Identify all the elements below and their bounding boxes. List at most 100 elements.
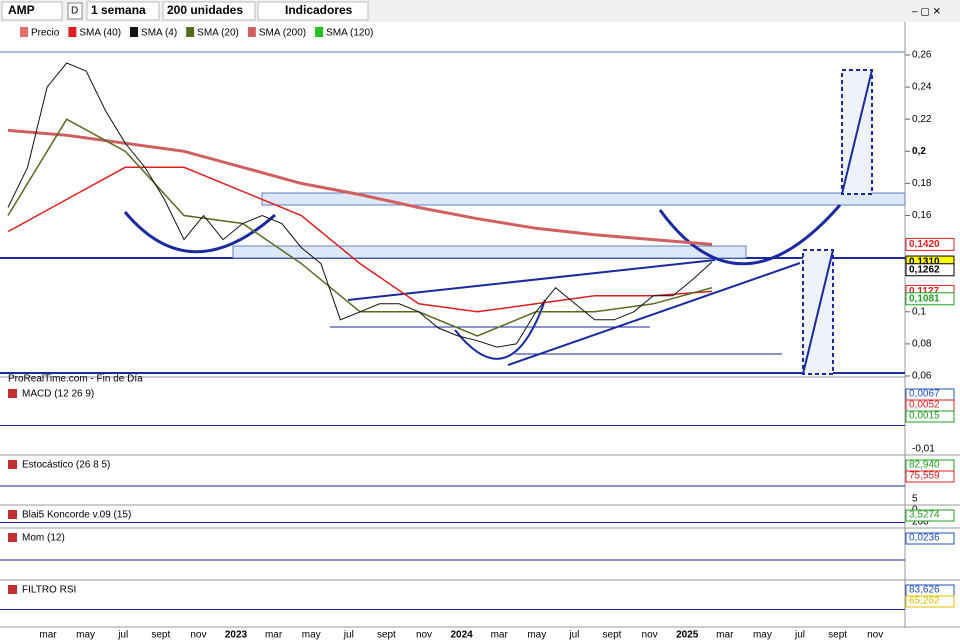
period-code: D	[71, 6, 78, 17]
y-tick-label: 0,06	[912, 371, 932, 382]
panel-tag	[905, 595, 955, 608]
x-tick-label: nov	[416, 630, 432, 641]
source: ProRealTime.com - Fin de Día	[8, 374, 143, 385]
symbol: AMP	[8, 3, 35, 17]
price-tag-label: 0,1420	[909, 239, 940, 250]
timeframe-box[interactable]	[86, 1, 160, 21]
y-tick-label: 0,1	[912, 306, 926, 317]
y-tick-label: 0,24	[912, 82, 932, 93]
panel-title: Estocástico (26 8 5)	[22, 460, 110, 471]
price-tag	[905, 237, 955, 251]
legend-swatch	[68, 27, 77, 37]
indicators: Indicadores	[285, 3, 353, 17]
price-tag-label: 0,1262	[909, 264, 940, 275]
panel-icon	[8, 389, 17, 398]
drawn-line	[347, 259, 716, 301]
panel-icon	[8, 460, 17, 469]
panel-icon	[8, 533, 17, 542]
x-tick-label: jul	[343, 630, 354, 641]
panel-axis-label: 5	[912, 494, 918, 505]
panel-tag	[905, 509, 955, 522]
legend-swatch	[20, 27, 28, 37]
x-tick-label: sept	[828, 630, 847, 641]
period-button[interactable]	[67, 2, 83, 20]
panel-tag-label: 0,0067	[909, 389, 940, 400]
price-tag-label: 0,1127	[909, 286, 939, 297]
x-tick-label: may	[753, 630, 772, 641]
x-tick-label: 2025	[676, 630, 699, 641]
sma200-line	[7, 128, 713, 246]
timeframe: 1 semana	[91, 3, 146, 17]
x-tick-label: mar	[716, 630, 734, 641]
y-tick-label: 0,08	[912, 339, 932, 350]
x-tick-label: sept	[377, 630, 396, 641]
x-tick-label: nov	[642, 630, 658, 641]
legend-swatch	[186, 27, 195, 37]
price-tag	[905, 292, 955, 306]
legend-label: SMA (200)	[259, 28, 306, 39]
legend-swatch	[315, 27, 324, 37]
zone	[232, 245, 747, 259]
price-tag-label: 0,1310	[909, 257, 940, 268]
y-tick-label: 0,18	[912, 178, 932, 189]
panel-icon	[8, 585, 17, 594]
y-tick-label: 0,2	[912, 146, 926, 157]
drawn-line	[841, 69, 873, 195]
panel-tag	[905, 470, 955, 483]
x-tick-label: mar	[265, 630, 283, 641]
panel-title: Mom (12)	[22, 533, 65, 544]
legend-swatch	[247, 27, 256, 37]
panel-tag-label: 0,0015	[909, 411, 940, 422]
x-tick-label: sept	[603, 630, 622, 641]
panel-title: Blai5 Koncorde v.09 (15)	[22, 510, 131, 521]
legend-swatch	[130, 27, 139, 37]
drawn-line	[802, 249, 834, 375]
drawn-arc	[454, 299, 546, 360]
drawn-line	[507, 262, 801, 366]
x-tick-label: sept	[151, 630, 170, 641]
x-tick-label: mar	[491, 630, 509, 641]
x-tick-label: may	[302, 630, 321, 641]
x-tick-label: 2024	[450, 630, 473, 641]
window-buttons[interactable]: – ▢ ✕	[912, 7, 941, 18]
sma20-line	[7, 118, 713, 337]
x-tick-label: 2023	[225, 630, 248, 641]
indicators-box[interactable]	[257, 1, 369, 21]
panel-axis-label: 200	[912, 517, 929, 528]
price-tag	[905, 263, 955, 277]
price-line	[7, 62, 713, 348]
y-tick-label: 0,22	[912, 114, 932, 125]
panel-title: FILTRO RSI	[22, 585, 76, 596]
panel-tag-label: 75,559	[909, 471, 940, 482]
x-tick-label: may	[76, 630, 95, 641]
x-tick-label: jul	[568, 630, 579, 641]
panel-tag	[905, 410, 955, 423]
panel-tag-label: 3,5274	[909, 510, 940, 521]
x-tick-label: jul	[117, 630, 128, 641]
panel-axis-label: -0,01	[912, 444, 935, 455]
legend-label: SMA (120)	[326, 28, 373, 39]
price-tag-label: 0,1081	[909, 293, 940, 304]
symbol-box[interactable]	[1, 1, 63, 21]
panel-tag-label: 0,0052	[909, 400, 940, 411]
legend-label: SMA (20)	[197, 28, 239, 39]
drawn-arc	[658, 204, 842, 266]
panel-tag-label: 82,940	[909, 460, 940, 471]
panel-tag	[905, 532, 955, 545]
panel-title: MACD (12 26 9)	[22, 389, 94, 400]
x-tick-label: mar	[39, 630, 57, 641]
legend-label: SMA (40)	[79, 28, 121, 39]
y-tick-label: 0,16	[912, 210, 932, 221]
sma40-line	[7, 166, 713, 313]
legend-label: SMA (4)	[141, 28, 177, 39]
legend-label: Precio	[31, 28, 60, 39]
x-tick-label: may	[527, 630, 546, 641]
panel-tag-label: 0,0236	[909, 533, 940, 544]
panel-tag-label: 83,626	[909, 585, 940, 596]
units-box[interactable]	[162, 1, 256, 21]
panel-icon	[8, 510, 17, 519]
drawn-arc	[123, 211, 276, 254]
x-tick-label: jul	[794, 630, 805, 641]
x-tick-label: nov	[190, 630, 206, 641]
